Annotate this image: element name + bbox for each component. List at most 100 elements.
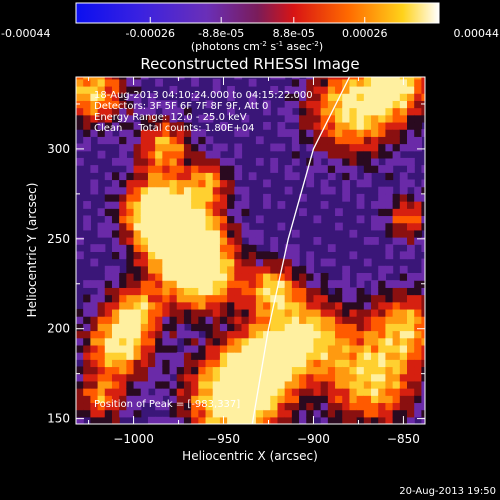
heatmap-cell xyxy=(162,193,171,202)
heatmap-cell xyxy=(133,93,142,101)
heatmap-cell xyxy=(349,380,358,389)
heatmap-cell xyxy=(162,172,171,181)
heatmap-cell xyxy=(327,395,336,404)
heatmap-cell xyxy=(176,193,185,202)
y-tick-label: 250 xyxy=(47,232,70,246)
heatmap-cell xyxy=(111,344,120,353)
heatmap-cell xyxy=(313,323,322,332)
heatmap-cell xyxy=(133,337,142,346)
heatmap-cell xyxy=(284,344,293,353)
heatmap-cell xyxy=(342,337,351,346)
heatmap-cell xyxy=(212,294,221,303)
heatmap-cell xyxy=(327,352,336,360)
heatmap-cell xyxy=(205,409,214,418)
heatmap-cell xyxy=(327,308,336,317)
heatmap-cell xyxy=(155,308,163,317)
heatmap-cell xyxy=(378,344,387,353)
heatmap-cell xyxy=(284,85,293,94)
heatmap-cell xyxy=(399,251,408,260)
heatmap-cell xyxy=(111,359,120,368)
heatmap-cell xyxy=(263,359,271,368)
heatmap-cell xyxy=(205,179,214,188)
heatmap-cell xyxy=(414,308,423,317)
heatmap-cell xyxy=(407,308,415,317)
heatmap-cell xyxy=(284,287,293,296)
heatmap-cell xyxy=(97,121,106,130)
heatmap-cell xyxy=(219,165,228,173)
heatmap-cell xyxy=(90,244,99,252)
heatmap-cell xyxy=(327,359,336,368)
heatmap-cell xyxy=(342,323,351,332)
heatmap-cell xyxy=(255,237,264,245)
heatmap-cell xyxy=(342,150,351,159)
heatmap-cell xyxy=(414,143,423,152)
heatmap-cell xyxy=(407,77,415,80)
heatmap-cell xyxy=(356,157,365,166)
heatmap-cell xyxy=(349,85,358,94)
heatmap-cell xyxy=(176,143,185,152)
heatmap-cell xyxy=(133,316,142,324)
heatmap-cell xyxy=(356,114,365,123)
heatmap-cell xyxy=(147,316,156,324)
heatmap-cell xyxy=(198,251,207,260)
heatmap-cell xyxy=(399,85,408,94)
heatmap-cell xyxy=(241,388,250,396)
heatmap-cell xyxy=(335,294,343,303)
heatmap-cell xyxy=(414,114,423,123)
heatmap-cell xyxy=(407,344,415,353)
heatmap-cell xyxy=(191,395,199,404)
heatmap-cell xyxy=(133,129,142,137)
heatmap-cell xyxy=(183,388,192,396)
heatmap-cell xyxy=(97,352,106,360)
heatmap-cell xyxy=(385,78,394,87)
heatmap-cell xyxy=(191,201,199,209)
heatmap-cell xyxy=(162,388,171,396)
heatmap-cell xyxy=(414,193,423,202)
heatmap-cell xyxy=(270,157,279,166)
heatmap-cell xyxy=(227,359,235,368)
heatmap-cell xyxy=(241,272,250,281)
heatmap-cell xyxy=(162,222,171,231)
heatmap-cell xyxy=(378,265,387,274)
heatmap-cell xyxy=(147,100,156,109)
heatmap-cell xyxy=(176,129,185,137)
heatmap-cell xyxy=(385,172,394,181)
heatmap-cell xyxy=(162,344,171,353)
heatmap-cell xyxy=(241,409,250,418)
heatmap-cell xyxy=(169,323,178,332)
heatmap-cell xyxy=(83,402,91,411)
heatmap-cell xyxy=(385,165,394,173)
heatmap-cell xyxy=(155,380,163,389)
heatmap-cell xyxy=(198,143,207,152)
peak-position-label: Position of Peak = [-983,337] xyxy=(94,399,240,410)
heatmap-cell xyxy=(111,237,120,245)
heatmap-cell xyxy=(126,172,135,181)
heatmap-cell xyxy=(320,85,329,94)
heatmap-cell xyxy=(219,316,228,324)
heatmap-cell xyxy=(342,157,351,166)
heatmap-cell xyxy=(255,352,264,360)
heatmap-cell xyxy=(133,143,142,152)
heatmap-cell xyxy=(97,85,106,94)
heatmap-cell xyxy=(263,121,271,130)
heatmap-cell xyxy=(421,258,425,267)
heatmap-cell xyxy=(162,272,171,281)
heatmap-cell xyxy=(356,85,365,94)
heatmap-cell xyxy=(263,373,271,382)
heatmap-cell xyxy=(219,201,228,209)
heatmap-cell xyxy=(104,294,113,303)
heatmap-cell xyxy=(111,287,120,296)
heatmap-cell xyxy=(147,172,156,181)
heatmap-cell xyxy=(407,193,415,202)
heatmap-cell xyxy=(385,222,394,231)
heatmap-cell xyxy=(155,100,163,109)
heatmap-cell xyxy=(198,337,207,346)
heatmap-cell xyxy=(90,107,99,116)
heatmap-cell xyxy=(191,150,199,159)
heatmap-cell xyxy=(291,272,300,281)
heatmap-cell xyxy=(205,352,214,360)
heatmap-cell xyxy=(198,395,207,404)
heatmap-cell xyxy=(212,330,221,339)
heatmap-cell xyxy=(349,352,358,360)
heatmap-cell xyxy=(291,402,300,411)
